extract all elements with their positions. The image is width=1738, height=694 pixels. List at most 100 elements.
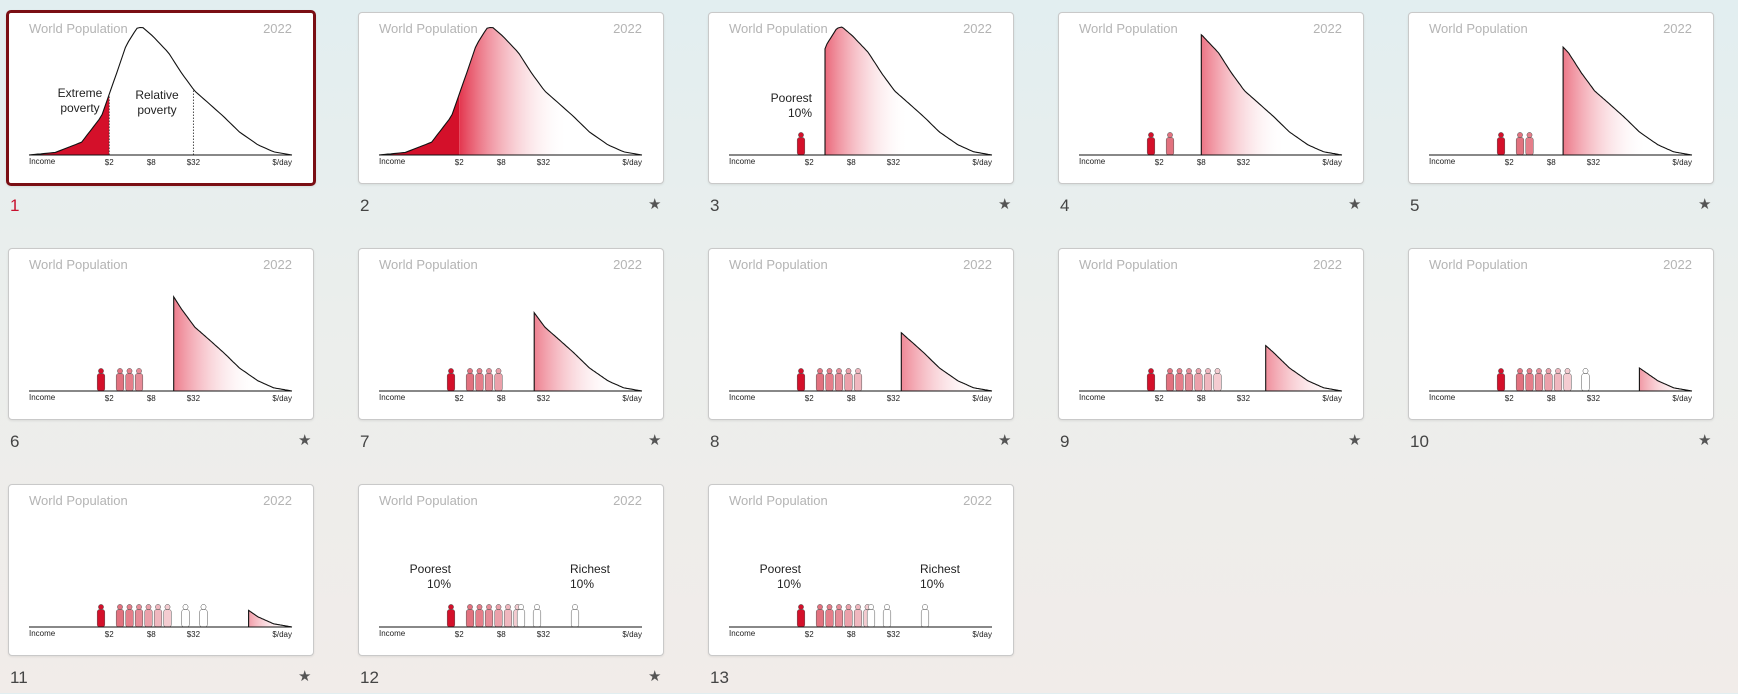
slide-thumbnail-2[interactable]: World Population 2022 Income $2 $8 $32 $/day 2 ★	[358, 12, 668, 222]
axis-tick: $8	[1197, 158, 1206, 167]
star-icon[interactable]: ★	[1698, 196, 1712, 213]
poorest-label: Poorest	[760, 562, 802, 576]
axis-tick: $8	[497, 630, 506, 639]
slide-title: World Population	[29, 21, 128, 36]
slide-preview[interactable]: World Population 2022 Income $2 $8 $32 $/day	[8, 484, 314, 656]
slide-thumbnail-12[interactable]: World Population 2022 Poorest 10% Richest 10%…	[358, 484, 668, 694]
axis-tick: $2	[805, 394, 814, 403]
slide-thumbnail-6[interactable]: World Population 2022 Income $2 $8 $32 $/day 6 ★	[8, 248, 318, 458]
slide-number: 10	[1410, 432, 1429, 451]
person-icon	[516, 604, 526, 628]
distribution-curve	[1638, 366, 1693, 392]
slide-preview[interactable]: World Population 2022 Income $2 $8 $32 $/day	[1058, 12, 1364, 184]
slide-preview[interactable]: World Population 2022 Poorest 10% Richest 10%…	[708, 484, 1014, 656]
axis-label-income: Income	[379, 157, 406, 166]
person-icon	[796, 132, 806, 156]
person-icon	[153, 604, 163, 628]
slide-preview[interactable]: World Population 2022 Poorest 10% Income $2 $8…	[708, 12, 1014, 184]
axis-label-unit: $/day	[272, 630, 292, 639]
axis-tick: $2	[455, 630, 464, 639]
slide-thumbnail-4[interactable]: World Population 2022 Income $2 $8 $32 $/day 4 ★	[1058, 12, 1368, 222]
distribution-curve	[533, 311, 643, 392]
star-icon[interactable]: ★	[1348, 432, 1362, 449]
person-icon	[144, 604, 153, 628]
slide-year: 2022	[963, 493, 992, 508]
axis-label-unit: $/day	[272, 394, 292, 403]
person-icon	[199, 604, 208, 628]
slide-chart: World Population 2022 Income $2 $8 $32 $/day	[378, 21, 643, 167]
person-icon	[125, 604, 134, 628]
person-icon	[484, 604, 494, 628]
slide-thumbnail-8[interactable]: World Population 2022 Income $2 $8 $32 $/day 8 ★	[708, 248, 1018, 458]
person-icon	[494, 604, 503, 628]
person-icon	[1165, 132, 1175, 156]
richest-label: 10%	[570, 577, 594, 591]
distribution-curve	[1562, 45, 1693, 156]
axis-label-unit: $/day	[972, 158, 992, 167]
axis-label-income: Income	[1079, 393, 1106, 402]
star-icon[interactable]: ★	[298, 432, 312, 449]
axis-tick: $8	[497, 158, 506, 167]
slide-thumbnail-5[interactable]: World Population 2022 Income $2 $8 $32 $/day 5 ★	[1408, 12, 1718, 222]
axis-tick: $32	[1587, 158, 1601, 167]
slide-thumbnail-11[interactable]: World Population 2022 Income $2 $8 $32 $/day 11…	[8, 484, 318, 694]
axis-label-unit: $/day	[972, 630, 992, 639]
extreme-poverty-label: poverty	[60, 101, 99, 115]
axis-tick: $2	[455, 394, 464, 403]
slide-preview[interactable]: World Population 2022 Income $2 $8 $32 $/day	[1408, 12, 1714, 184]
person-icon	[475, 368, 484, 392]
axis-tick: $8	[1547, 158, 1556, 167]
person-icon	[494, 368, 503, 392]
slide-preview[interactable]: World Population 2022 Income $2 $8 $32 $/day	[708, 248, 1014, 420]
person-icon	[181, 604, 190, 628]
distribution-curve	[173, 294, 293, 392]
slide-thumbnail-3[interactable]: World Population 2022 Poorest 10% Income $2 $8…	[708, 12, 1018, 222]
star-icon[interactable]: ★	[298, 668, 312, 685]
slide-thumbnail-1[interactable]: World Population 2022 Extreme poverty Relati…	[6, 10, 318, 222]
person-icon	[1534, 368, 1544, 392]
richest-label: Richest	[920, 562, 961, 576]
slide-preview[interactable]: World Population 2022 Income $2 $8 $32 $/day	[358, 12, 664, 184]
axis-tick: $8	[147, 630, 156, 639]
star-icon[interactable]: ★	[648, 432, 662, 449]
star-icon[interactable]: ★	[998, 196, 1012, 213]
star-icon[interactable]: ★	[1348, 196, 1362, 213]
slide-thumbnail-10[interactable]: World Population 2022 Income $2 $8 $32 $/day 10…	[1408, 248, 1718, 458]
slide-thumbnail-7[interactable]: World Population 2022 Income $2 $8 $32 $/day 7 ★	[358, 248, 668, 458]
slide-year: 2022	[963, 257, 992, 272]
person-icon	[834, 604, 844, 628]
person-icon	[125, 368, 134, 392]
slide-preview[interactable]: World Population 2022 Poorest 10% Richest 10%…	[358, 484, 664, 656]
distribution-curve	[900, 331, 993, 392]
star-icon[interactable]: ★	[998, 432, 1012, 449]
slide-number: 12	[360, 668, 379, 687]
person-icon	[1165, 368, 1175, 392]
slide-thumbnail-9[interactable]: World Population 2022 Income $2 $8 $32 $/day 9 ★	[1058, 248, 1368, 458]
slide-preview[interactable]: World Population 2022 Income $2 $8 $32 $/day	[8, 248, 314, 420]
axis-tick: $8	[1197, 394, 1206, 403]
person-icon	[475, 604, 484, 628]
slide-chart: World Population 2022 Income $2 $8 $32 $/day	[1429, 21, 1693, 167]
axis-label-income: Income	[1429, 157, 1456, 166]
person-icon	[484, 368, 494, 392]
star-icon[interactable]: ★	[1698, 432, 1712, 449]
slide-preview[interactable]: World Population 2022 Extreme poverty Relati…	[6, 10, 316, 186]
axis-tick: $2	[1505, 158, 1514, 167]
star-icon[interactable]: ★	[648, 668, 662, 685]
person-icon	[844, 604, 853, 628]
axis-label-income: Income	[379, 629, 406, 638]
slide-thumbnail-13[interactable]: World Population 2022 Poorest 10% Richest 10%…	[708, 484, 1018, 694]
axis-label-income: Income	[29, 629, 56, 638]
slide-preview[interactable]: World Population 2022 Income $2 $8 $32 $/day	[1058, 248, 1364, 420]
axis-label-unit: $/day	[1322, 394, 1342, 403]
slide-title: World Population	[729, 21, 828, 36]
slide-preview[interactable]: World Population 2022 Income $2 $8 $32 $/day	[1408, 248, 1714, 420]
person-icon	[1553, 368, 1563, 392]
slide-preview[interactable]: World Population 2022 Income $2 $8 $32 $/day	[358, 248, 664, 420]
slide-title: World Population	[379, 21, 478, 36]
star-icon[interactable]: ★	[648, 196, 662, 213]
slide-year: 2022	[613, 493, 642, 508]
slide-chart: World Population 2022 Income $2 $8 $32 $/day	[29, 493, 293, 639]
axis-label-unit: $/day	[972, 394, 992, 403]
